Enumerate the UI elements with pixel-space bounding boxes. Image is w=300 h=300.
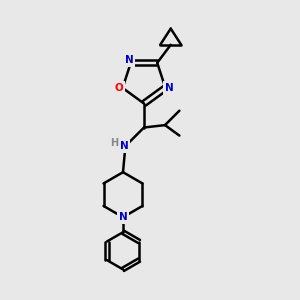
- Text: N: N: [118, 212, 127, 222]
- Text: O: O: [115, 83, 123, 93]
- Text: H: H: [110, 137, 118, 148]
- Text: N: N: [125, 56, 134, 65]
- Text: N: N: [165, 83, 173, 93]
- Text: N: N: [119, 141, 128, 151]
